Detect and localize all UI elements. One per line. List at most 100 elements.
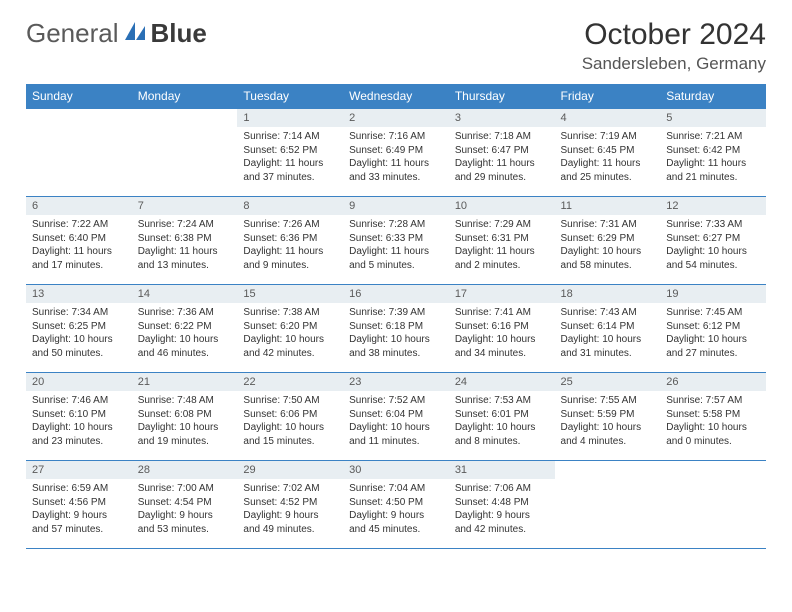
calendar-cell: 8Sunrise: 7:26 AMSunset: 6:36 PMDaylight… — [237, 197, 343, 285]
day-number: 13 — [26, 285, 132, 303]
title-block: October 2024 Sandersleben, Germany — [582, 18, 766, 74]
logo-sail-icon — [123, 20, 147, 47]
weekday-header: Wednesday — [343, 84, 449, 109]
day-number: 21 — [132, 373, 238, 391]
day-body: Sunrise: 7:22 AMSunset: 6:40 PMDaylight:… — [26, 215, 132, 276]
day-body: Sunrise: 7:24 AMSunset: 6:38 PMDaylight:… — [132, 215, 238, 276]
day-number: 26 — [660, 373, 766, 391]
day-body: Sunrise: 7:19 AMSunset: 6:45 PMDaylight:… — [555, 127, 661, 188]
calendar-cell: 7Sunrise: 7:24 AMSunset: 6:38 PMDaylight… — [132, 197, 238, 285]
day-body: Sunrise: 7:43 AMSunset: 6:14 PMDaylight:… — [555, 303, 661, 364]
calendar-cell: 19Sunrise: 7:45 AMSunset: 6:12 PMDayligh… — [660, 285, 766, 373]
calendar-cell: 26Sunrise: 7:57 AMSunset: 5:58 PMDayligh… — [660, 373, 766, 461]
day-number: 14 — [132, 285, 238, 303]
day-number: 19 — [660, 285, 766, 303]
calendar-cell: 10Sunrise: 7:29 AMSunset: 6:31 PMDayligh… — [449, 197, 555, 285]
weekday-header: Tuesday — [237, 84, 343, 109]
weekday-header: Saturday — [660, 84, 766, 109]
day-number: 12 — [660, 197, 766, 215]
calendar-cell: 15Sunrise: 7:38 AMSunset: 6:20 PMDayligh… — [237, 285, 343, 373]
day-number: 28 — [132, 461, 238, 479]
calendar-cell: 6Sunrise: 7:22 AMSunset: 6:40 PMDaylight… — [26, 197, 132, 285]
day-body: Sunrise: 7:52 AMSunset: 6:04 PMDaylight:… — [343, 391, 449, 452]
day-number: 11 — [555, 197, 661, 215]
day-body: Sunrise: 7:21 AMSunset: 6:42 PMDaylight:… — [660, 127, 766, 188]
day-number: 3 — [449, 109, 555, 127]
calendar-cell: .. — [26, 109, 132, 197]
day-body: Sunrise: 7:46 AMSunset: 6:10 PMDaylight:… — [26, 391, 132, 452]
day-number: 24 — [449, 373, 555, 391]
day-body: Sunrise: 7:14 AMSunset: 6:52 PMDaylight:… — [237, 127, 343, 188]
day-body: Sunrise: 7:39 AMSunset: 6:18 PMDaylight:… — [343, 303, 449, 364]
day-body: Sunrise: 7:48 AMSunset: 6:08 PMDaylight:… — [132, 391, 238, 452]
day-number: 16 — [343, 285, 449, 303]
calendar-cell: 20Sunrise: 7:46 AMSunset: 6:10 PMDayligh… — [26, 373, 132, 461]
calendar-cell: 12Sunrise: 7:33 AMSunset: 6:27 PMDayligh… — [660, 197, 766, 285]
day-number: 31 — [449, 461, 555, 479]
calendar-cell: 18Sunrise: 7:43 AMSunset: 6:14 PMDayligh… — [555, 285, 661, 373]
day-number: 17 — [449, 285, 555, 303]
calendar-cell: 4Sunrise: 7:19 AMSunset: 6:45 PMDaylight… — [555, 109, 661, 197]
day-number: 30 — [343, 461, 449, 479]
calendar-cell: 17Sunrise: 7:41 AMSunset: 6:16 PMDayligh… — [449, 285, 555, 373]
calendar-cell: 30Sunrise: 7:04 AMSunset: 4:50 PMDayligh… — [343, 461, 449, 549]
calendar-table: SundayMondayTuesdayWednesdayThursdayFrid… — [26, 84, 766, 549]
day-body: Sunrise: 7:29 AMSunset: 6:31 PMDaylight:… — [449, 215, 555, 276]
day-body: Sunrise: 7:33 AMSunset: 6:27 PMDaylight:… — [660, 215, 766, 276]
weekday-header: Thursday — [449, 84, 555, 109]
day-number: 23 — [343, 373, 449, 391]
day-number: 5 — [660, 109, 766, 127]
weekday-header: Monday — [132, 84, 238, 109]
day-body: Sunrise: 7:26 AMSunset: 6:36 PMDaylight:… — [237, 215, 343, 276]
day-body: Sunrise: 7:06 AMSunset: 4:48 PMDaylight:… — [449, 479, 555, 540]
day-number: 1 — [237, 109, 343, 127]
logo-text-2: Blue — [151, 18, 207, 49]
day-number: 9 — [343, 197, 449, 215]
day-body: Sunrise: 7:41 AMSunset: 6:16 PMDaylight:… — [449, 303, 555, 364]
header: General Blue October 2024 Sandersleben, … — [26, 18, 766, 74]
location: Sandersleben, Germany — [582, 54, 766, 74]
day-body: Sunrise: 7:31 AMSunset: 6:29 PMDaylight:… — [555, 215, 661, 276]
calendar-cell: 5Sunrise: 7:21 AMSunset: 6:42 PMDaylight… — [660, 109, 766, 197]
day-body: Sunrise: 7:38 AMSunset: 6:20 PMDaylight:… — [237, 303, 343, 364]
calendar-cell: 31Sunrise: 7:06 AMSunset: 4:48 PMDayligh… — [449, 461, 555, 549]
day-body: Sunrise: 7:28 AMSunset: 6:33 PMDaylight:… — [343, 215, 449, 276]
calendar-cell: 22Sunrise: 7:50 AMSunset: 6:06 PMDayligh… — [237, 373, 343, 461]
day-body: Sunrise: 7:00 AMSunset: 4:54 PMDaylight:… — [132, 479, 238, 540]
day-number: 27 — [26, 461, 132, 479]
day-number: 18 — [555, 285, 661, 303]
calendar-cell: .. — [555, 461, 661, 549]
day-body: Sunrise: 7:36 AMSunset: 6:22 PMDaylight:… — [132, 303, 238, 364]
calendar-cell: 1Sunrise: 7:14 AMSunset: 6:52 PMDaylight… — [237, 109, 343, 197]
calendar-cell: 23Sunrise: 7:52 AMSunset: 6:04 PMDayligh… — [343, 373, 449, 461]
calendar-cell: 25Sunrise: 7:55 AMSunset: 5:59 PMDayligh… — [555, 373, 661, 461]
day-body: Sunrise: 7:18 AMSunset: 6:47 PMDaylight:… — [449, 127, 555, 188]
logo: General Blue — [26, 18, 207, 49]
calendar-cell: 27Sunrise: 6:59 AMSunset: 4:56 PMDayligh… — [26, 461, 132, 549]
calendar-cell: 13Sunrise: 7:34 AMSunset: 6:25 PMDayligh… — [26, 285, 132, 373]
day-body: Sunrise: 7:02 AMSunset: 4:52 PMDaylight:… — [237, 479, 343, 540]
calendar-cell: 3Sunrise: 7:18 AMSunset: 6:47 PMDaylight… — [449, 109, 555, 197]
calendar-head: SundayMondayTuesdayWednesdayThursdayFrid… — [26, 84, 766, 109]
day-number: 25 — [555, 373, 661, 391]
calendar-cell: 16Sunrise: 7:39 AMSunset: 6:18 PMDayligh… — [343, 285, 449, 373]
calendar-cell: 9Sunrise: 7:28 AMSunset: 6:33 PMDaylight… — [343, 197, 449, 285]
day-number: 6 — [26, 197, 132, 215]
weekday-header: Sunday — [26, 84, 132, 109]
day-number: 7 — [132, 197, 238, 215]
day-number: 8 — [237, 197, 343, 215]
day-number: 10 — [449, 197, 555, 215]
day-body: Sunrise: 7:55 AMSunset: 5:59 PMDaylight:… — [555, 391, 661, 452]
calendar-cell: .. — [660, 461, 766, 549]
day-number: 15 — [237, 285, 343, 303]
calendar-body: .... 1Sunrise: 7:14 AMSunset: 6:52 PMDayl… — [26, 109, 766, 549]
day-body: Sunrise: 7:16 AMSunset: 6:49 PMDaylight:… — [343, 127, 449, 188]
calendar-cell: 29Sunrise: 7:02 AMSunset: 4:52 PMDayligh… — [237, 461, 343, 549]
logo-text-1: General — [26, 18, 119, 49]
weekday-header: Friday — [555, 84, 661, 109]
day-number: 29 — [237, 461, 343, 479]
day-number: 4 — [555, 109, 661, 127]
calendar-cell: 28Sunrise: 7:00 AMSunset: 4:54 PMDayligh… — [132, 461, 238, 549]
day-body: Sunrise: 6:59 AMSunset: 4:56 PMDaylight:… — [26, 479, 132, 540]
calendar-cell: 24Sunrise: 7:53 AMSunset: 6:01 PMDayligh… — [449, 373, 555, 461]
